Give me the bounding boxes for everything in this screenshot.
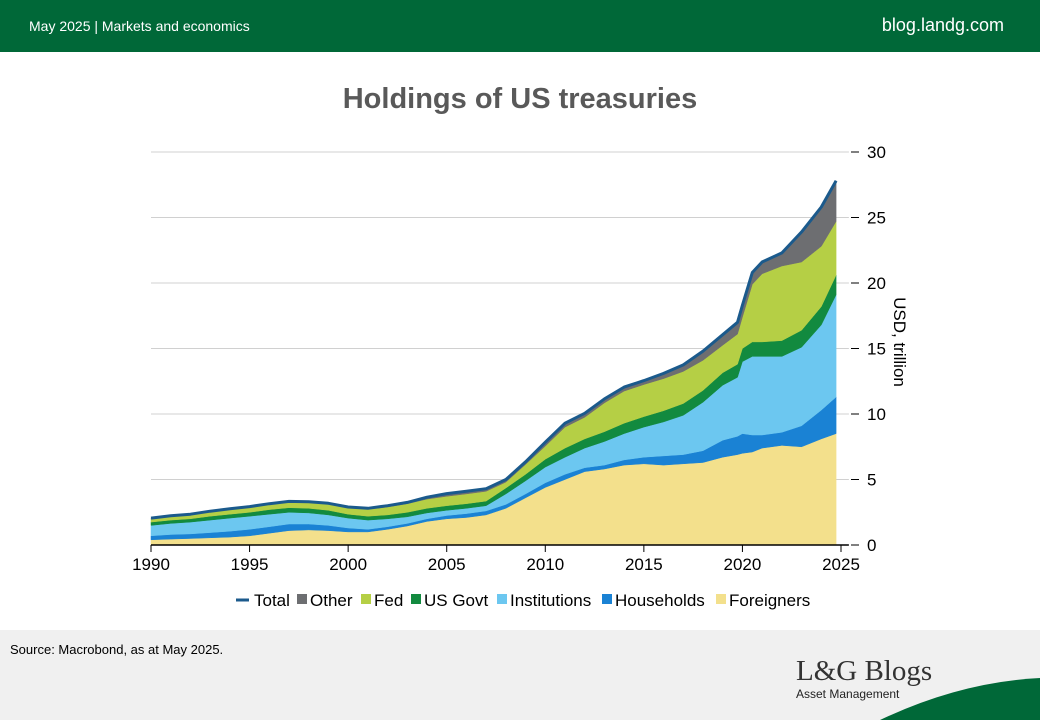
y-tick-label: 5 [867,471,876,490]
x-tick-label: 2020 [724,555,762,574]
legend-swatch-foreigners [716,594,726,604]
y-tick-label: 25 [867,209,886,228]
x-tick-label: 2005 [428,555,466,574]
y-axis-label: USD, trillion [890,297,909,387]
chart-title: Holdings of US treasuries [342,83,698,115]
legend-swatch-other [297,594,307,604]
legend-label-institutions: Institutions [510,591,591,610]
x-tick-label: 2025 [822,555,860,574]
legend-swatch-institutions [497,594,507,604]
x-tick-label: 1995 [231,555,269,574]
x-tick-label: 2015 [625,555,663,574]
legend-label-total: Total [254,591,290,610]
blog-url-link[interactable]: blog.landg.com [881,15,1004,35]
y-tick-label: 30 [867,143,886,162]
legend-swatch-households [602,594,612,604]
chart-legend: Total Other Fed US Govt Institutions Househol… [236,591,810,610]
legend-label-fed: Fed [374,591,403,610]
y-tick-label: 10 [867,405,886,424]
y-tick-label: 20 [867,274,886,293]
footer-swoosh-graphic [880,678,1040,720]
lg-blogs-logo[interactable]: L&G Blogs Asset Management [796,656,932,701]
legend-swatch-fed [361,594,371,604]
source-note: Source: Macrobond, as at May 2025. [10,642,224,657]
legend-label-foreigners: Foreigners [729,591,810,610]
y-tick-label: 0 [867,536,876,555]
y-tick-label: 15 [867,340,886,359]
legend-label-other: Other [310,591,353,610]
logo-subtitle: Asset Management [796,687,900,701]
chart-areas [150,179,838,546]
x-tick-label: 1990 [132,555,170,574]
logo-title: L&G Blogs [796,655,933,687]
footer: Source: Macrobond, as at May 2025. L&G B… [0,630,1040,720]
x-tick-label: 2000 [329,555,367,574]
legend-label-households: Households [615,591,705,610]
line-total [150,180,838,520]
x-tick-label: 2010 [526,555,564,574]
legend-label-us-govt: US Govt [424,591,489,610]
header-bar: May 2025 | Markets and economics blog.la… [0,0,1040,52]
legend-swatch-us-govt [411,594,421,604]
header-date-category: May 2025 | Markets and economics [29,18,250,34]
